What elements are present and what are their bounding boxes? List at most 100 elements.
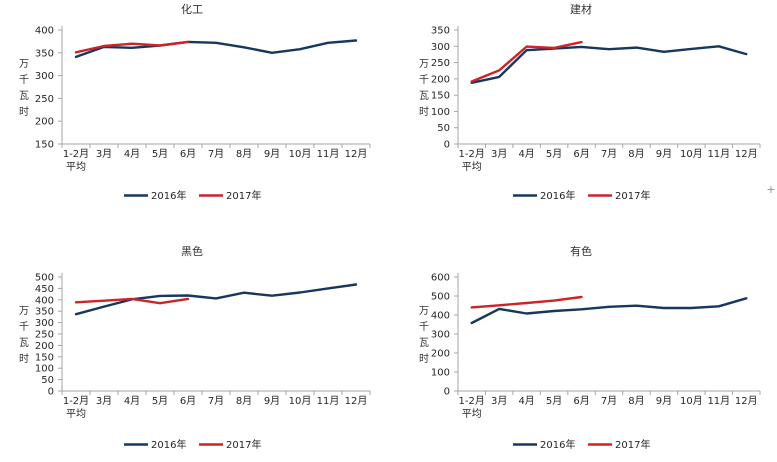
y-axis-title-char: 瓦 [19,91,29,102]
x-axis-category-label: 3月 [96,148,112,160]
y-axis-tick-label: 400 [35,26,54,37]
x-axis-category-label: 6月 [573,148,589,160]
x-axis-category-label: 8月 [628,395,644,407]
x-axis-category-label: 5月 [152,148,168,160]
y-axis-tick-label: 300 [431,42,450,53]
x-axis-category-label: 6月 [180,148,196,160]
y-axis-tick-label: 500 [35,273,54,284]
x-axis-category-label: 4月 [124,148,140,160]
x-axis-category-label: 11月 [707,148,730,160]
x-axis-category-label: 9月 [264,395,280,407]
y-axis-tick-label: 200 [431,349,450,360]
x-axis-category-label: 1-2月 [459,148,485,160]
series-line-2016 [470,45,748,85]
x-axis-category-label: 10月 [289,395,312,407]
y-axis-title-char: 瓦 [419,91,429,102]
y-axis-tick-label: 350 [35,307,54,318]
y-axis-title-char: 千 [419,321,429,333]
x-axis-category-label: 8月 [236,148,252,160]
y-axis-tick-label: 500 [431,292,450,303]
x-axis-category-label: 8月 [236,395,252,407]
legend-label-2017: 2017年 [226,189,261,202]
y-axis-tick-label: 200 [35,117,54,128]
series-line-2016 [470,297,748,325]
x-axis-category-label: 6月 [180,395,196,407]
x-axis-category-label: 7月 [601,148,617,160]
x-axis-category-label: 6月 [573,395,589,407]
x-axis-category-label-line2: 平均 [66,161,86,173]
y-axis-tick-label: 0 [48,387,54,398]
x-axis-category-label: 4月 [518,395,534,407]
chart-nonferrous: 有色 0 100 200 300 400 500 600 万千瓦时 1-2月 平均 3月 4月 5月 6月 7… [389,231,777,462]
y-axis-tick-label: 300 [35,318,54,329]
legend-label-2016: 2016年 [151,438,186,451]
chart-title: 化工 [181,2,203,16]
x-axis-category-label: 7月 [208,395,224,407]
x-axis-category-label: 3月 [96,395,112,407]
y-axis-title-char: 千 [419,74,429,86]
y-axis-tick-label: 250 [431,58,450,69]
y-axis-title-char: 万 [19,59,29,70]
chart-title: 有色 [570,244,592,258]
chart-title: 建材 [570,2,592,16]
x-axis-category-label: 9月 [656,395,672,407]
plus-cursor-icon: + [766,183,776,196]
y-axis-tick-label: 250 [35,330,54,341]
chart-chemical: 化工 150 200 250 300 350 400 万千瓦时 1-2月 平均 3月 4月 5月 6月 7月… [0,0,388,231]
y-axis-tick-label: 300 [431,330,450,341]
y-axis-tick-label: 200 [35,341,54,352]
y-axis-tick-label: 350 [431,26,450,37]
y-axis-title-char: 瓦 [19,338,29,349]
x-axis-category-label: 12月 [345,148,368,160]
y-axis-tick-label: 100 [431,107,450,118]
y-axis-tick-label: 600 [431,273,450,284]
x-axis-category-label: 3月 [491,395,507,407]
y-axis-tick-label: 100 [431,368,450,379]
y-axis-title-char: 千 [19,321,29,333]
y-axis-title-char: 时 [419,106,429,118]
y-axis-title-char: 时 [419,353,429,365]
x-axis-category-label: 3月 [491,148,507,160]
x-axis-category-label: 10月 [680,148,703,160]
y-axis-tick-label: 100 [35,364,54,375]
x-axis-category-label: 5月 [152,395,168,407]
series-line-2017 [470,40,583,83]
legend-label-2016: 2016年 [151,189,186,202]
series-line-2017 [470,295,583,309]
chart-building-materials: 建材 0 50 100 150 200 250 300 350 万千瓦时 1-2月 平均 3月 4月 5月 6… [389,0,777,231]
series-line-2017 [74,297,190,305]
x-axis-category-label: 11月 [317,148,340,160]
x-axis-category-label: 9月 [656,148,672,160]
y-axis-title-char: 千 [19,74,29,86]
series-line-2016 [74,283,358,316]
legend-label-2016: 2016年 [540,438,575,451]
x-axis-category-label: 12月 [345,395,368,407]
x-axis-category-label: 12月 [735,148,758,160]
y-axis-tick-label: 150 [431,91,450,102]
x-axis-category-label: 5月 [546,148,562,160]
y-axis-tick-label: 350 [35,48,54,59]
series-line-2017 [74,40,190,54]
x-axis-category-label: 7月 [208,148,224,160]
x-axis-category-label: 4月 [124,395,140,407]
y-axis-tick-label: 50 [437,123,450,134]
y-axis-tick-label: 200 [431,74,450,85]
chart-title: 黑色 [181,244,203,258]
y-axis-tick-label: 250 [35,94,54,105]
x-axis-category-label: 12月 [735,395,758,407]
x-axis-category-label: 10月 [289,148,312,160]
legend-label-2017: 2017年 [226,438,261,451]
y-axis-tick-label: 450 [35,284,54,295]
x-axis-category-label: 10月 [680,395,703,407]
y-axis-tick-label: 400 [35,295,54,306]
y-axis-title-char: 时 [19,353,29,365]
x-axis-category-label-line2: 平均 [462,408,482,420]
y-axis-title-char: 万 [419,306,429,317]
y-axis-tick-label: 50 [41,375,54,386]
x-axis-category-label: 9月 [264,148,280,160]
